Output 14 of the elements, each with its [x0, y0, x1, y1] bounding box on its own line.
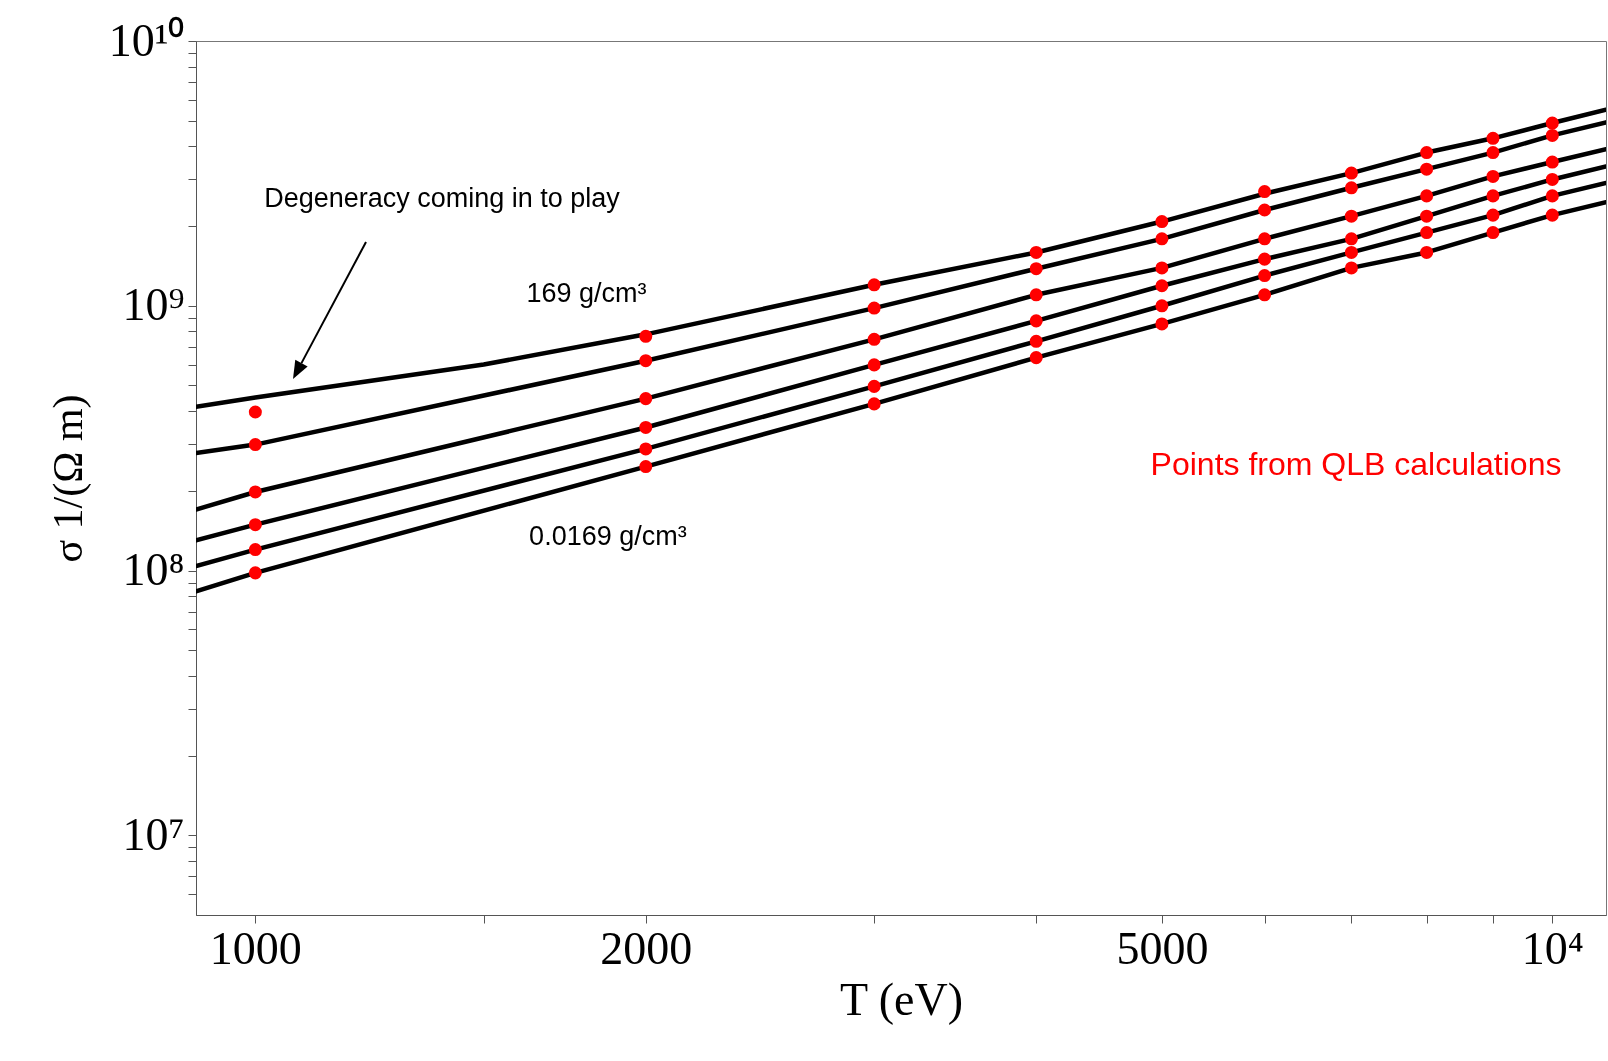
annotation: Degeneracy coming in to play — [264, 183, 621, 213]
y-tick-label: 10¹⁰ — [108, 14, 185, 66]
y-axis-title: σ 1/(Ω m) — [44, 394, 92, 563]
annotation: 0.0169 g/cm³ — [529, 520, 687, 551]
y-tick-label: 10⁷ — [122, 808, 185, 860]
x-tick-label: 10⁴ — [1521, 922, 1584, 974]
x-tick-label: 2000 — [600, 922, 693, 974]
y-tick-label: 10⁹ — [122, 279, 185, 331]
x-axis-title: T (eV) — [839, 973, 964, 1025]
y-tick-label: 10⁸ — [122, 544, 185, 596]
x-tick-label: 5000 — [1116, 922, 1209, 974]
annotation: Points from QLB calculations — [1150, 446, 1562, 482]
x-tick-label: 1000 — [209, 922, 302, 974]
annotation: 169 g/cm³ — [526, 278, 647, 309]
